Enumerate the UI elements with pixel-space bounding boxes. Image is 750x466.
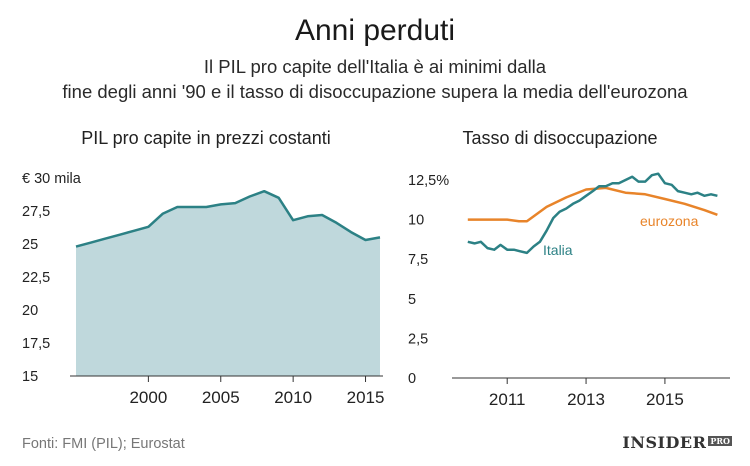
unemployment-y-tick-label: 10 [408, 213, 424, 229]
brand-tag: PRO [708, 436, 732, 446]
page-title: Anni perduti [294, 14, 456, 47]
unemployment-y-tick-label: 12,5% [408, 173, 449, 189]
source-note: Fonti: FMI (PIL); Eurostat [22, 436, 185, 452]
gdp-y-tick-label: 17,5 [22, 336, 50, 352]
gdp-x-tick-label: 2015 [347, 388, 385, 407]
gdp-x-tick-label: 2010 [274, 388, 312, 407]
unemployment-y-tick-label: 7,5 [408, 252, 428, 268]
gdp-chart-title: PIL pro capite in prezzi costanti [81, 128, 330, 148]
gdp-x-tick-label: 2000 [129, 388, 167, 407]
gdp-area-fill [76, 191, 380, 376]
gdp-y-tick-label: 20 [22, 303, 38, 319]
gdp-series-line [75, 189, 381, 248]
unemployment-y-tick-label: 2,5 [408, 331, 428, 347]
brand-name: INSIDER [622, 433, 707, 452]
unemployment-y-tick-label: 5 [408, 292, 416, 308]
gdp-y-tick-label: 25 [22, 237, 38, 253]
italy-series-line [467, 172, 718, 255]
gdp-per-capita-chart: PIL pro capite in prezzi costanti 15 17,5… [22, 128, 384, 407]
gdp-y-tick-label: 22,5 [22, 270, 50, 286]
gdp-y-tick-label: 15 [22, 369, 38, 385]
insider-pro-logo: INSIDER PRO [622, 433, 732, 452]
gdp-x-tick-label: 2005 [202, 388, 240, 407]
eurozone-series-line [467, 186, 718, 223]
gdp-y-tick-label: 27,5 [22, 204, 50, 220]
eurozone-series-label: eurozona [640, 213, 699, 229]
unemployment-x-tick-label: 2013 [567, 390, 605, 409]
italy-series-label: Italia [543, 242, 573, 258]
unemployment-chart: Tasso di disoccupazione 02,557,51012,5% … [408, 128, 730, 409]
unemployment-y-tick-label: 0 [408, 371, 416, 387]
unemployment-x-tick-label: 2015 [646, 390, 684, 409]
unemployment-x-tick-label: 2011 [489, 390, 526, 409]
subtitle-line-1: Il PIL pro capite dell'Italia è ai minim… [203, 56, 547, 77]
subtitle-line-2: fine degli anni '90 e il tasso di disocc… [62, 81, 688, 102]
unemployment-chart-title: Tasso di disoccupazione [462, 128, 657, 148]
gdp-y-tick-label: € 30 mila [22, 171, 82, 187]
